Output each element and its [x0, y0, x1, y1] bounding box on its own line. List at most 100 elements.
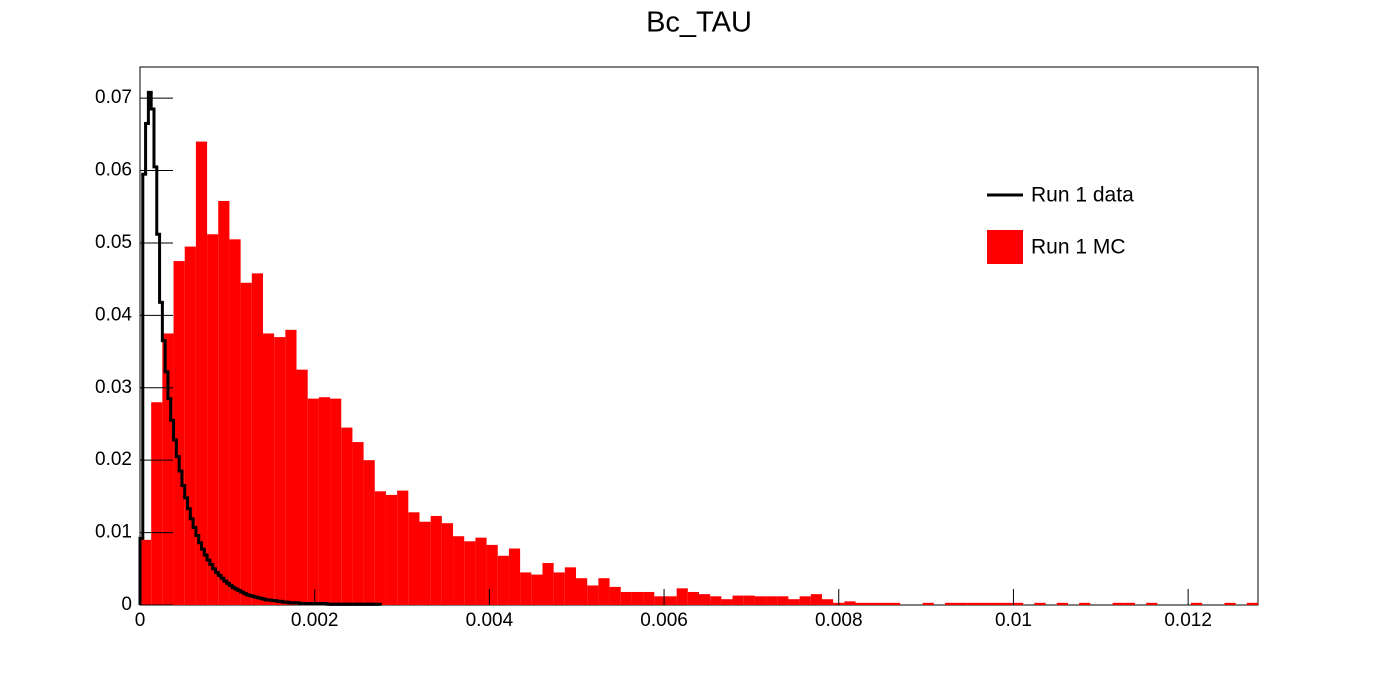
histogram-bar [1246, 602, 1258, 605]
histogram-bar [453, 536, 465, 605]
histogram-bar [531, 574, 543, 605]
histogram-bar [486, 544, 498, 605]
histogram-bar [296, 369, 308, 605]
histogram-bar [262, 333, 275, 605]
histogram-bar [732, 595, 744, 605]
histogram-bar [721, 599, 733, 605]
histogram-bar [777, 596, 789, 605]
histogram-bar [1224, 602, 1236, 605]
histogram-bar [240, 282, 252, 605]
histogram-bar [877, 602, 890, 605]
histogram-bar [419, 521, 431, 605]
histogram-bar [408, 512, 420, 605]
histogram-bar [620, 591, 632, 605]
histogram-bar [810, 594, 822, 605]
histogram-bar [1123, 602, 1136, 605]
histogram-bar [1056, 602, 1068, 605]
histogram-bar [397, 490, 409, 605]
histogram-bar [866, 602, 878, 605]
histogram-bar [576, 578, 588, 605]
histogram-bar [542, 563, 554, 605]
histogram-bar [285, 329, 297, 605]
y-tick-label: 0.01 [95, 522, 132, 543]
plot-area [138, 90, 1258, 606]
y-tick-label: 0.03 [95, 377, 132, 398]
histogram-bar [710, 596, 722, 605]
histogram-bar [173, 261, 185, 605]
histogram-bar [609, 586, 621, 605]
histogram-bar [922, 602, 934, 605]
y-tick-label: 0 [121, 594, 132, 615]
histogram-bar [497, 555, 509, 605]
histogram-bar [330, 398, 342, 605]
histogram-bar [229, 239, 241, 605]
histogram-bar [699, 594, 711, 605]
histogram-bar [766, 596, 778, 605]
x-tick-label: 0.01 [995, 610, 1032, 631]
histogram-bar [352, 442, 364, 605]
y-tick-label: 0.06 [95, 160, 132, 181]
histogram-bar [341, 427, 353, 605]
histogram-bar [956, 602, 968, 605]
histogram-bar [967, 602, 979, 605]
legend-label: Run 1 data [1031, 184, 1134, 207]
histogram-bar [464, 541, 476, 605]
histogram-bar [1112, 602, 1124, 605]
histogram-bar [643, 591, 655, 605]
histogram-bar [251, 273, 263, 605]
histogram-bar [207, 234, 219, 605]
histogram-bar [889, 602, 901, 605]
histogram-bar [151, 402, 163, 605]
legend-swatch [987, 230, 1023, 264]
x-tick-label: 0.008 [815, 610, 863, 631]
histogram-bar [989, 602, 1001, 605]
histogram-bar [944, 602, 957, 605]
y-tick-label: 0.04 [95, 304, 132, 325]
histogram-bar [687, 591, 699, 605]
histogram-bar [821, 599, 834, 605]
histogram-bar [631, 591, 644, 605]
histogram-bar [665, 596, 677, 605]
histogram-bar [754, 596, 767, 605]
histogram-bar [520, 572, 532, 605]
histogram-bar [1012, 602, 1024, 605]
histogram-bar [385, 494, 398, 605]
histogram-bar [1034, 602, 1046, 605]
x-tick-label: 0.012 [1164, 610, 1212, 631]
y-tick-label: 0.02 [95, 449, 132, 470]
histogram-bar [1146, 602, 1158, 605]
histogram-bar [564, 567, 577, 605]
histogram-bar [195, 141, 208, 605]
histogram-bar [184, 246, 196, 605]
histogram-bar [788, 599, 800, 605]
histogram-bar [162, 333, 174, 605]
histogram-bar [844, 601, 856, 605]
histogram-bar [374, 491, 386, 605]
x-tick-label: 0.002 [291, 610, 339, 631]
y-tick-label: 0.05 [95, 232, 132, 253]
histogram-bar [978, 602, 990, 605]
histogram-bar [363, 460, 375, 605]
histogram-bar [218, 200, 230, 606]
histogram-bar [587, 585, 599, 605]
chart-title: Bc_TAU [646, 7, 752, 39]
histogram-bar [140, 539, 152, 605]
histogram-bar [475, 537, 487, 605]
histogram-bar [1079, 602, 1091, 605]
histogram-bar [654, 596, 666, 605]
x-tick-label: 0.004 [466, 610, 514, 631]
histogram-bar [676, 588, 688, 605]
histogram-bar [855, 602, 867, 605]
histogram-bar [553, 572, 565, 605]
histogram-bar [441, 523, 454, 605]
x-tick-label: 0 [135, 610, 146, 631]
x-tick-label: 0.006 [640, 610, 688, 631]
histogram-bar [430, 515, 442, 605]
histogram-bar [799, 596, 811, 605]
histogram-bar [307, 398, 319, 605]
histogram-bar [743, 595, 755, 605]
histogram-bar [318, 397, 331, 605]
histogram-bar [1000, 602, 1013, 605]
histogram-bar [274, 337, 286, 605]
